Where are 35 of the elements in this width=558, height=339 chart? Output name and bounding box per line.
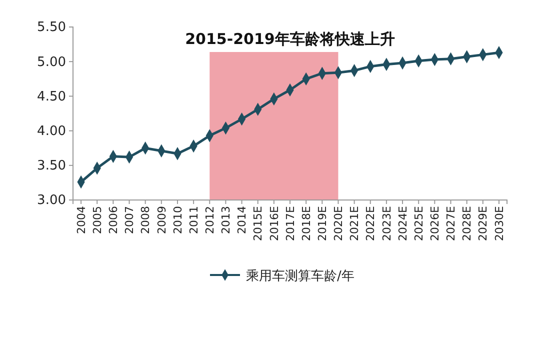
- y-tick-label: 3.50: [37, 158, 66, 174]
- y-tick-label: 5.00: [37, 54, 66, 70]
- x-tick-label: 2014: [236, 206, 249, 234]
- x-tick-label: 2011: [187, 206, 200, 234]
- x-tick-label: 2030E: [492, 206, 506, 241]
- x-tick-label: 2016E: [268, 206, 281, 241]
- x-tick-label: 2010: [171, 206, 184, 234]
- x-tick-label: 2019E: [316, 206, 329, 241]
- legend-label: 乘用车测算车龄/年: [246, 269, 354, 284]
- x-tick-label: 2006: [107, 206, 120, 234]
- x-tick-label: 2021E: [348, 206, 362, 241]
- x-tick-label: 2013: [220, 206, 233, 234]
- x-tick-label: 2020E: [332, 206, 346, 241]
- x-tick-label: 2018E: [300, 206, 313, 241]
- x-tick-label: 2017E: [284, 206, 297, 241]
- x-tick-label: 2029E: [476, 206, 490, 241]
- x-tick-label: 2026E: [428, 206, 442, 241]
- x-tick-label: 2009: [155, 206, 168, 234]
- chart-title: 2015-2019年车龄将快速上升: [185, 30, 395, 48]
- x-tick-label: 2024E: [396, 206, 410, 241]
- x-tick-label: 2015E: [252, 206, 265, 241]
- x-tick-label: 2005: [90, 206, 104, 234]
- x-tick-label: 2007: [123, 206, 136, 234]
- x-tick-label: 2023E: [380, 206, 394, 241]
- x-tick-label: 2004: [74, 206, 88, 234]
- y-tick-label: 5.50: [37, 20, 66, 36]
- y-tick-label: 3.00: [37, 193, 66, 208]
- y-tick-label: 4.00: [37, 124, 66, 139]
- x-tick-label: 2027E: [444, 206, 458, 241]
- x-tick-label: 2025E: [412, 206, 426, 241]
- y-tick-label: 4.50: [37, 89, 66, 104]
- x-tick-label: 2008: [139, 206, 152, 234]
- x-tick-label: 2028E: [460, 206, 474, 241]
- x-tick-label: 2012: [203, 206, 216, 234]
- x-tick-label: 2022E: [364, 206, 378, 241]
